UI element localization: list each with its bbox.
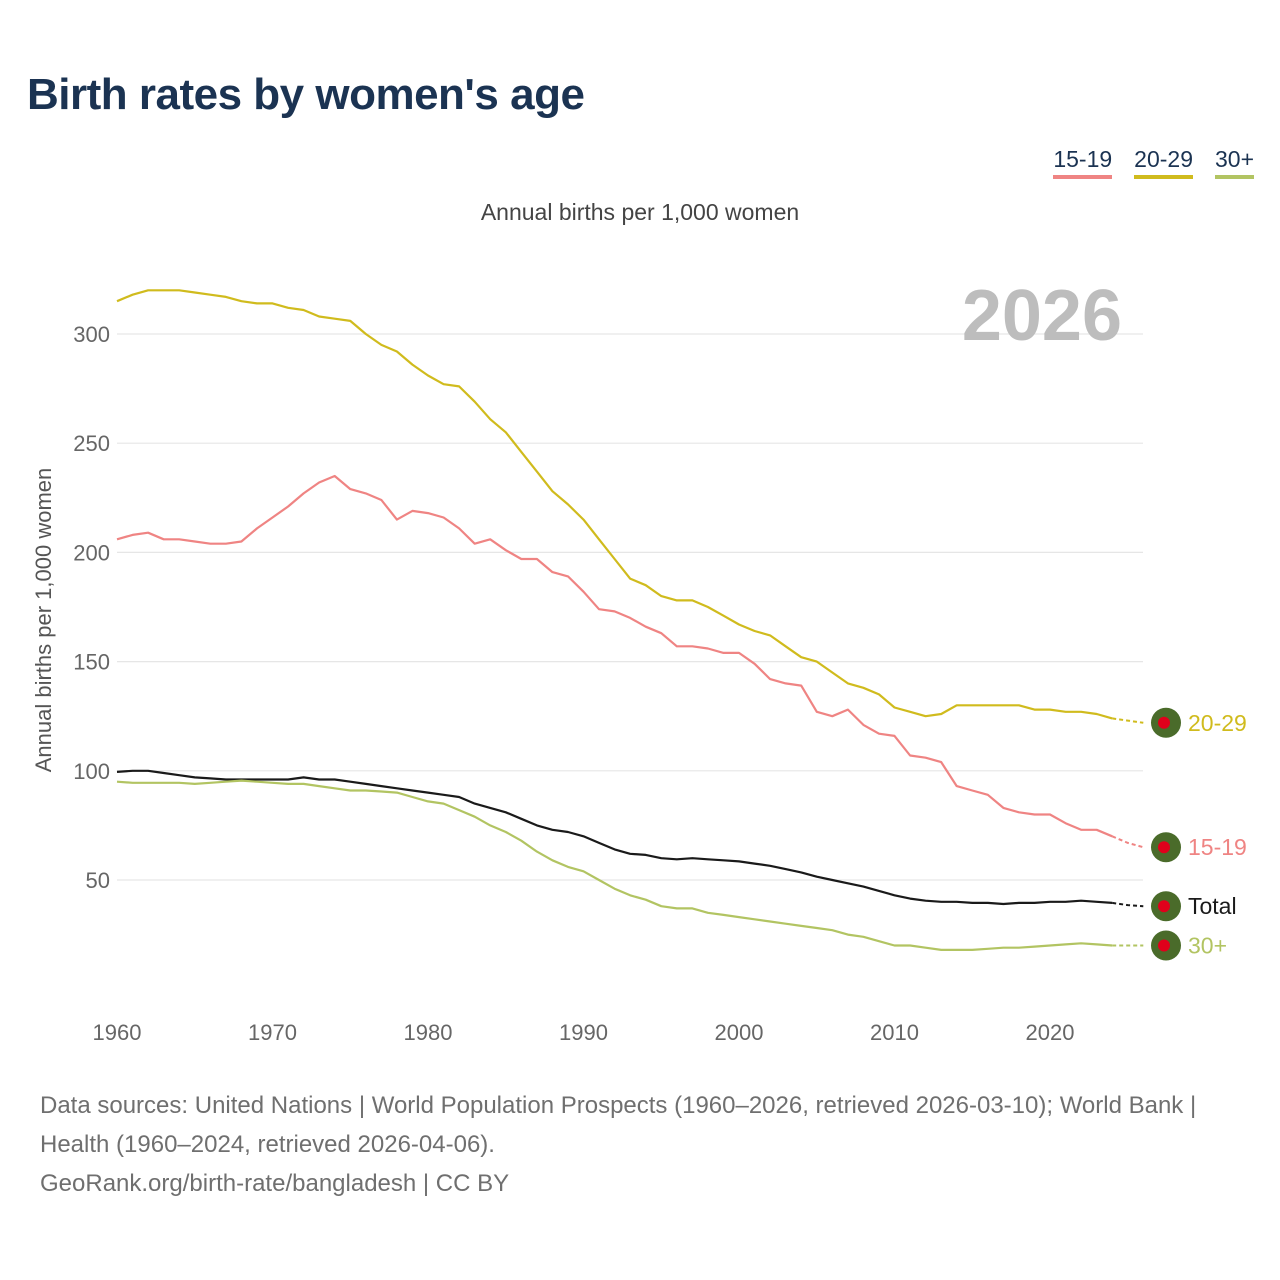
series-projection-20-29 <box>1112 717 1144 724</box>
series-projection-15-19 <box>1111 835 1144 849</box>
end-marker-dot-30plus <box>1158 939 1170 952</box>
x-tick-label: 2010 <box>870 1020 919 1045</box>
x-tick-label: 1990 <box>559 1020 608 1045</box>
end-marker-dot-20-29 <box>1158 716 1170 729</box>
y-tick-label: 200 <box>73 540 110 565</box>
credit-link[interactable]: GeoRank.org/birth-rate/bangladesh | CC B… <box>40 1170 510 1197</box>
legend: 15-19 20-29 30+ <box>1053 146 1254 179</box>
legend-item-20-29[interactable]: 20-29 <box>1134 146 1193 179</box>
x-tick-label: 1970 <box>248 1020 297 1045</box>
chart-title: Birth rates by women's age <box>27 70 585 119</box>
series-line-total <box>116 769 1113 906</box>
series-line-20-29 <box>116 289 1113 720</box>
series-end-markers: 20-29 15-19 Total 30+ <box>1151 707 1247 961</box>
end-marker-dot-total <box>1158 900 1170 913</box>
x-tick-label: 2000 <box>715 1020 764 1045</box>
end-label-15-19: 15-19 <box>1188 834 1247 860</box>
chart-subtitle: Annual births per 1,000 women <box>480 199 800 225</box>
end-marker-dot-15-19 <box>1158 841 1170 854</box>
data-sources: Data sources: United Nations | World Pop… <box>40 1092 1197 1158</box>
y-tick-label: 300 <box>73 322 110 347</box>
x-tick-label: 1980 <box>404 1020 453 1045</box>
grid <box>117 333 1143 881</box>
x-tick-label: 2020 <box>1026 1020 1075 1045</box>
y-tick-label: 150 <box>73 650 110 675</box>
y-tick-label: 250 <box>73 431 110 456</box>
series-line-15-19 <box>116 474 1113 838</box>
series-projection-total <box>1112 901 1144 908</box>
y-tick-label: 50 <box>86 868 110 893</box>
end-label-total: Total <box>1188 893 1237 919</box>
line-chart: 2026 Annual births per 1,000 women 50 100… <box>31 276 1247 1045</box>
end-label-30plus: 30+ <box>1188 933 1227 959</box>
axis-ticks: 50 100 150 200 250 300 1960 1970 1980 1990 2000 201… <box>73 322 1074 1045</box>
y-tick-label: 100 <box>73 759 110 784</box>
x-tick-label: 1960 <box>93 1020 142 1045</box>
series-lines <box>116 289 1144 952</box>
y-axis-label: Annual births per 1,000 women <box>31 468 56 773</box>
legend-item-15-19[interactable]: 15-19 <box>1053 146 1113 179</box>
footer: Data sources: United Nations | World Pop… <box>40 1086 1240 1203</box>
series-line-30plus <box>116 779 1113 952</box>
end-label-20-29: 20-29 <box>1188 710 1247 736</box>
year-label: 2026 <box>962 276 1122 356</box>
legend-item-30plus[interactable]: 30+ <box>1214 146 1254 179</box>
